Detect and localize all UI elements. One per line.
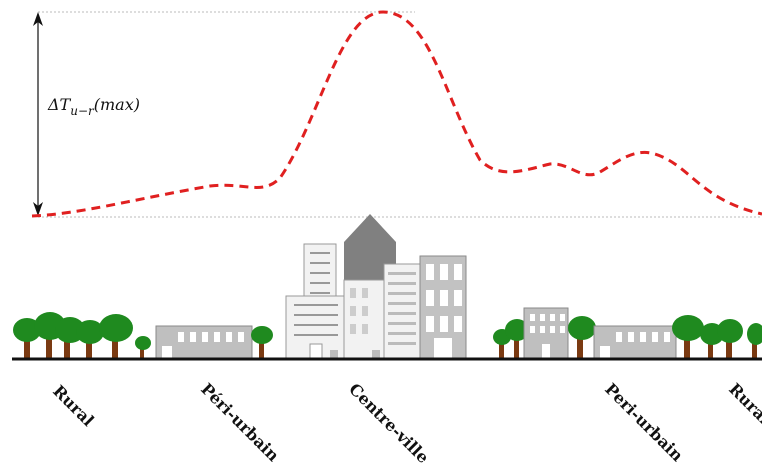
- delta-t-max-label: ΔTu−r(max): [47, 95, 140, 118]
- tree-cluster-right-c: [672, 315, 762, 358]
- delta-symbol: ΔT: [47, 95, 72, 114]
- delta-arrow: [33, 12, 43, 216]
- low-building-left: [155, 325, 253, 359]
- low-building-right: [593, 325, 677, 359]
- delta-subscript: u−r: [70, 104, 95, 118]
- zone-label-periurbain-left: Péri-urbain: [197, 379, 283, 465]
- tree-cluster-left: [13, 312, 151, 358]
- city-centre-buildings: [285, 214, 467, 359]
- delta-suffix: (max): [94, 95, 140, 114]
- tree-cluster-right-a: [493, 319, 529, 358]
- zone-label-rural-right: Rural: [725, 379, 762, 428]
- zone-label-centre-ville: Centre-ville: [345, 379, 433, 467]
- zone-label-rural-left: Rural: [49, 381, 98, 430]
- tree-periurban-left: [251, 326, 273, 358]
- tree-cluster-right-b: [568, 316, 596, 358]
- temperature-curve: [31, 10, 762, 218]
- zone-label-periurbain-right: Peri-urbain: [601, 379, 687, 465]
- building-periurban-right: [523, 307, 569, 359]
